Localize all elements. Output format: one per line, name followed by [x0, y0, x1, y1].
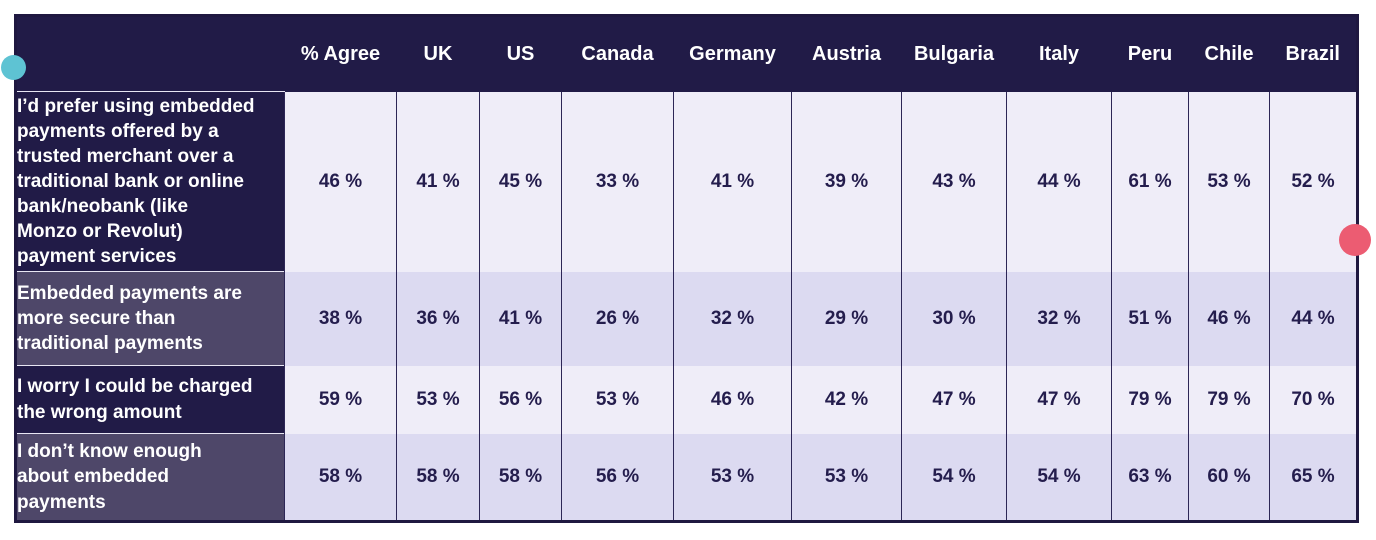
value-cell: 54 % [901, 433, 1007, 522]
table-body: I’d prefer using embedded payments offer… [15, 91, 1358, 522]
column-header-uk: UK [396, 15, 480, 92]
value-cell: 41 % [396, 91, 480, 272]
value-cell: 41 % [479, 271, 562, 366]
value-cell: 26 % [561, 271, 674, 366]
table-row: I’d prefer using embedded payments offer… [15, 91, 1358, 272]
table-row: Embedded payments are more secure than t… [15, 271, 1358, 366]
value-cell: 32 % [673, 271, 792, 366]
table-row: I don’t know enough about embedded payme… [15, 433, 1358, 522]
value-cell: 60 % [1188, 433, 1270, 522]
value-cell: 53 % [673, 433, 792, 522]
table-header-row: % Agree UK US Canada Germany Austria Bulgaria I… [15, 15, 1358, 92]
value-cell: 70 % [1269, 365, 1358, 434]
column-header-austria: Austria [791, 15, 902, 92]
column-header-canada: Canada [561, 15, 674, 92]
value-cell: 30 % [901, 271, 1007, 366]
value-cell: 56 % [479, 365, 562, 434]
column-header-brazil: Brazil [1269, 15, 1358, 92]
value-cell: 79 % [1188, 365, 1270, 434]
corner-cell [15, 15, 285, 92]
value-cell: 63 % [1111, 433, 1189, 522]
row-label: I’d prefer using embedded payments offer… [15, 91, 285, 272]
value-cell: 43 % [901, 91, 1007, 272]
value-cell: 33 % [561, 91, 674, 272]
column-header-germany: Germany [673, 15, 792, 92]
value-cell: 58 % [284, 433, 397, 522]
value-cell: 44 % [1269, 271, 1358, 366]
value-cell: 46 % [673, 365, 792, 434]
value-cell: 58 % [396, 433, 480, 522]
column-header-us: US [479, 15, 562, 92]
value-cell: 29 % [791, 271, 902, 366]
value-cell: 58 % [479, 433, 562, 522]
value-cell: 45 % [479, 91, 562, 272]
row-label: Embedded payments are more secure than t… [15, 271, 285, 366]
row-label: I don’t know enough about embedded payme… [15, 433, 285, 522]
row-label: I worry I could be charged the wrong amo… [15, 365, 285, 434]
value-cell: 53 % [561, 365, 674, 434]
column-header-peru: Peru [1111, 15, 1189, 92]
table-row: I worry I could be charged the wrong amo… [15, 365, 1358, 434]
column-header-chile: Chile [1188, 15, 1270, 92]
value-cell: 46 % [1188, 271, 1270, 366]
pink-accent-dot [1339, 224, 1371, 256]
value-cell: 38 % [284, 271, 397, 366]
value-cell: 44 % [1006, 91, 1112, 272]
value-cell: 56 % [561, 433, 674, 522]
value-cell: 36 % [396, 271, 480, 366]
value-cell: 42 % [791, 365, 902, 434]
value-cell: 32 % [1006, 271, 1112, 366]
value-cell: 79 % [1111, 365, 1189, 434]
value-cell: 47 % [1006, 365, 1112, 434]
teal-accent-dot [1, 55, 26, 80]
column-header-bulgaria: Bulgaria [901, 15, 1007, 92]
value-cell: 53 % [396, 365, 480, 434]
value-cell: 54 % [1006, 433, 1112, 522]
embedded-payments-agreement-table: % Agree UK US Canada Germany Austria Bulgaria I… [14, 14, 1359, 523]
column-header-agree: % Agree [284, 15, 397, 92]
value-cell: 39 % [791, 91, 902, 272]
value-cell: 53 % [791, 433, 902, 522]
value-cell: 61 % [1111, 91, 1189, 272]
value-cell: 59 % [284, 365, 397, 434]
value-cell: 51 % [1111, 271, 1189, 366]
value-cell: 46 % [284, 91, 397, 272]
value-cell: 47 % [901, 365, 1007, 434]
value-cell: 41 % [673, 91, 792, 272]
value-cell: 53 % [1188, 91, 1270, 272]
value-cell: 65 % [1269, 433, 1358, 522]
column-header-italy: Italy [1006, 15, 1112, 92]
